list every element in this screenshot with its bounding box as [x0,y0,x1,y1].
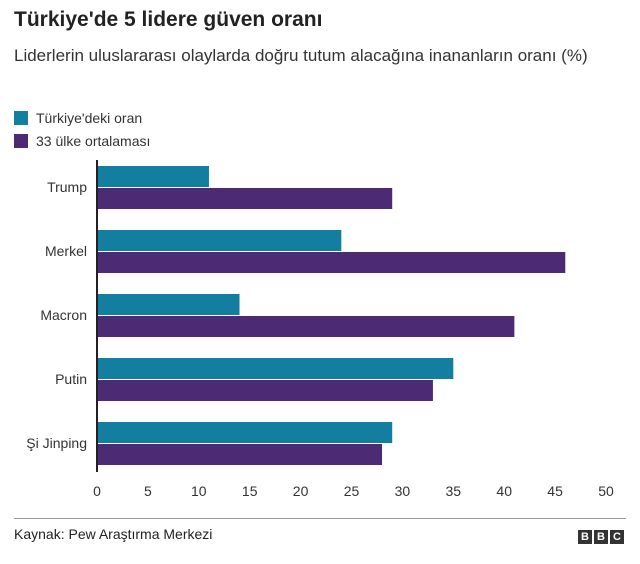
x-tick-label: 30 [395,483,411,499]
category-label: Şi Jinping [26,435,87,451]
x-tick-label: 10 [191,483,207,499]
legend-swatch-average [14,134,28,148]
x-tick-label: 20 [293,483,309,499]
bar-average-1 [97,252,566,273]
bar-average-3 [97,380,433,401]
chart-subtitle: Liderlerin uluslararası olaylarda doğru … [14,46,588,65]
legend-item-turkey: Türkiye'deki oran [14,110,142,126]
x-tick-label: 5 [144,483,152,499]
legend-label-average: 33 ülke ortalaması [36,133,151,149]
bbc-logo: B B C [578,530,624,544]
x-tick-label: 25 [344,483,360,499]
footer-divider [14,518,626,519]
legend-label-turkey: Türkiye'deki oran [36,110,143,126]
x-tick-label: 40 [496,483,512,499]
bar-average-2 [97,316,515,337]
x-tick-label: 35 [446,483,462,499]
bar-turkey-0 [97,166,209,187]
category-label: Macron [40,307,87,323]
bar-turkey-1 [97,230,342,251]
category-label: Trump [47,179,87,195]
chart-title: Türkiye'de 5 lidere güven oranı [14,8,323,31]
bar-average-4 [97,444,383,465]
x-tick-label: 45 [547,483,563,499]
bar-turkey-3 [97,358,454,379]
bar-average-0 [97,188,393,209]
x-tick-label: 0 [93,483,101,499]
category-label: Putin [55,371,87,387]
category-label: Merkel [45,243,87,259]
bbc-logo-b2: B [594,530,608,544]
bbc-logo-c: C [610,530,624,544]
legend-item-average: 33 ülke ortalaması [14,133,150,149]
legend-swatch-turkey [14,111,28,125]
x-tick-label: 15 [242,483,258,499]
bbc-logo-b1: B [578,530,592,544]
bar-turkey-2 [97,294,240,315]
bar-turkey-4 [97,422,393,443]
source-text: Kaynak: Pew Araştırma Merkezi [14,526,213,542]
x-tick-label: 50 [598,483,614,499]
